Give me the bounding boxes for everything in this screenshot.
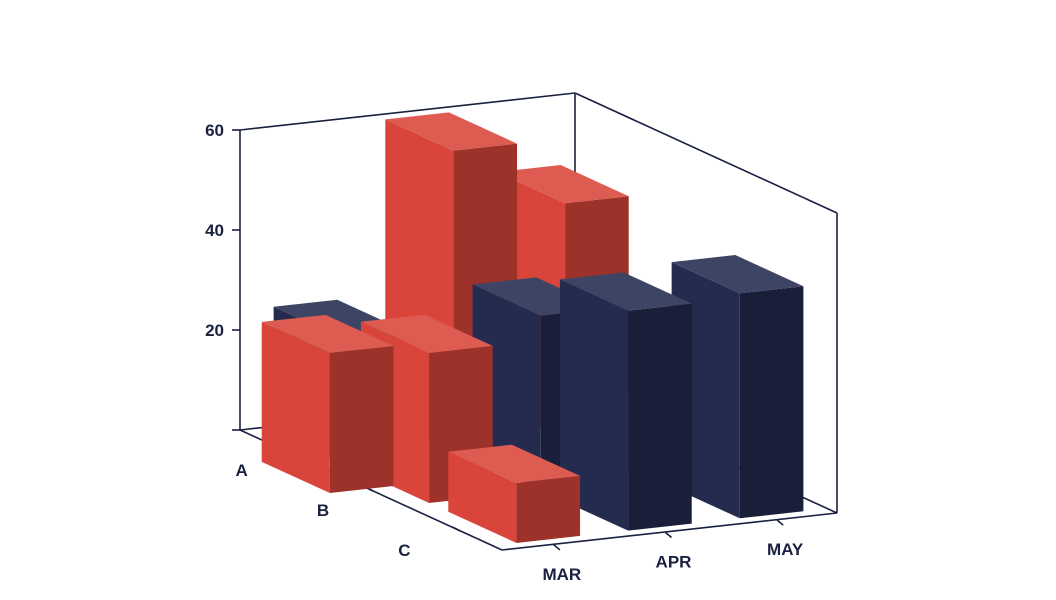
depth-tick-label: C bbox=[398, 541, 410, 560]
x-tick-mark bbox=[553, 544, 561, 551]
wall-right-top-edge bbox=[574, 92, 838, 214]
bar-pre-A bbox=[261, 314, 394, 494]
y-tick-label: 60 bbox=[205, 121, 224, 140]
bar-face-top bbox=[496, 165, 629, 204]
bar-face-top bbox=[448, 444, 581, 483]
x-tick-mark bbox=[664, 531, 673, 539]
x-tick-mark bbox=[776, 519, 784, 526]
bar-face-top bbox=[360, 314, 493, 353]
bar-face-top bbox=[559, 272, 692, 311]
depth-tick-label: B bbox=[317, 501, 329, 520]
bar-face-front bbox=[261, 321, 330, 494]
bar-face-side bbox=[628, 303, 692, 531]
y-tick-label: 40 bbox=[205, 221, 224, 240]
floor-right-edge bbox=[501, 512, 838, 551]
x-tick-label: MAR bbox=[542, 565, 581, 584]
bar-face-side bbox=[516, 475, 581, 543]
bar-face-side bbox=[739, 286, 804, 519]
bar-face-top bbox=[385, 112, 518, 151]
bar-MAR-C bbox=[448, 444, 581, 543]
y-tick-label: 20 bbox=[205, 321, 224, 340]
bar-face-side bbox=[329, 346, 394, 494]
bar-APR-C bbox=[559, 272, 692, 531]
x-tick-label: APR bbox=[656, 553, 692, 572]
x-tick-label: MAY bbox=[767, 540, 804, 559]
bar-face-front bbox=[559, 279, 629, 531]
bar-face-top bbox=[671, 255, 804, 294]
bar-face-front bbox=[448, 451, 517, 543]
bar-face-top bbox=[261, 314, 394, 354]
depth-tick-mark bbox=[451, 526, 461, 532]
axis-labels: 20 40 60 A B C MAR APR MAY bbox=[205, 121, 804, 584]
wall-left-top-edge bbox=[239, 92, 576, 131]
depth-tick-label: A bbox=[236, 461, 248, 480]
bars bbox=[261, 112, 804, 543]
